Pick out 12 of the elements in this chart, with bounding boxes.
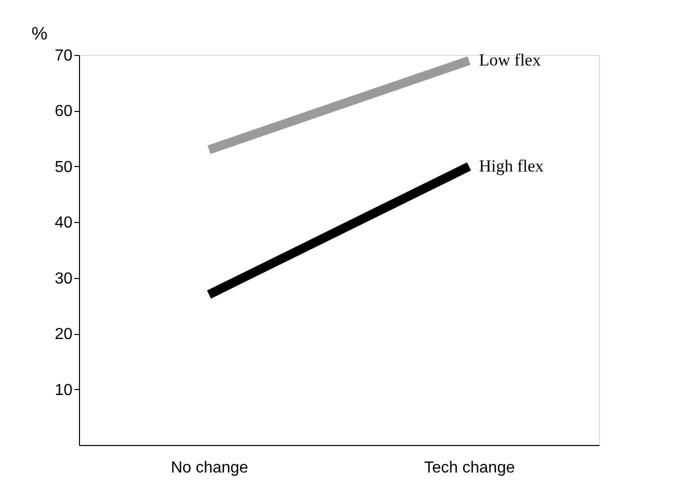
series-label: High flex [479,156,544,176]
y-tick-label: 60 [54,103,73,120]
y-tick-label: 70 [54,48,73,64]
y-tick-label: 10 [54,382,73,399]
y-tick-label: 40 [54,214,73,232]
y-tick-label: 20 [54,326,73,344]
y-tick-label: 50 [54,158,73,176]
y-tick-label: 30 [54,270,73,288]
series-label: Low flex [479,50,542,70]
x-tick-label: Tech change [424,460,515,476]
y-axis-title: % [31,24,48,44]
x-tick-label: No change [170,460,248,476]
